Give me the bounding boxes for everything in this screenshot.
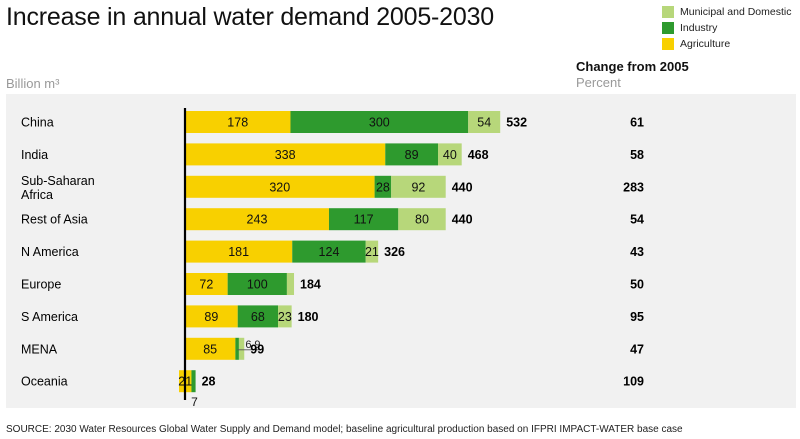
- bar-industry-china: [290, 111, 469, 133]
- data-label-municipal-and-domestic-rest-of-asia: 80: [415, 213, 429, 227]
- data-label-industry-sub-saharan-africa: 28: [376, 180, 390, 194]
- total-label-oceania: 28: [202, 375, 216, 389]
- bar-industry-europe: [227, 273, 287, 295]
- category-label-mena: MENA: [21, 342, 58, 356]
- total-label-india: 468: [468, 148, 489, 162]
- data-label-municipal-mena: 9: [254, 339, 260, 351]
- bar-industry-oceania: [191, 370, 196, 393]
- legend-label-municipal: Municipal and Domestic: [680, 6, 792, 18]
- bar-agriculture-europe: [185, 273, 228, 295]
- change-percent-rest-of-asia: 54: [630, 213, 644, 227]
- bar-agriculture-india: [185, 143, 386, 166]
- category-label-s-america: S America: [21, 310, 78, 324]
- data-label-municipal-and-domestic-india: 40: [443, 148, 457, 162]
- change-percent-oceania: 109: [623, 375, 644, 389]
- data-label-municipal-and-domestic-s-america: 23: [278, 310, 292, 324]
- legend-swatch-agriculture: [662, 38, 674, 50]
- legend-item-agriculture: Agriculture: [662, 36, 791, 52]
- bar-municipal-and-domestic-s-america: [278, 305, 292, 328]
- legend-label-industry: Industry: [680, 22, 718, 34]
- legend-item-industry: Industry: [662, 20, 791, 36]
- bar-agriculture-mena: [185, 337, 236, 360]
- data-label-industry-india: 89: [405, 148, 419, 162]
- bar-industry-india: [385, 143, 438, 166]
- data-label-municipal-and-domestic-n-america: 21: [365, 245, 379, 259]
- legend-swatch-municipal: [662, 6, 674, 18]
- bar-municipal-and-domestic-china: [468, 111, 501, 133]
- total-label-rest-of-asia: 440: [452, 213, 473, 227]
- data-label-agriculture-europe: 72: [199, 278, 213, 292]
- data-label-agriculture-sub-saharan-africa: 320: [269, 180, 290, 194]
- data-label-municipal-and-domestic-china: 54: [477, 116, 491, 130]
- bar-agriculture-china: [185, 111, 291, 133]
- bar-industry-n-america: [292, 240, 366, 263]
- bar-agriculture-rest-of-asia: [185, 208, 329, 231]
- category-label-n-america: N America: [21, 245, 79, 259]
- source-note: SOURCE: 2030 Water Resources Global Wate…: [6, 424, 683, 435]
- change-percent-china: 61: [630, 116, 644, 130]
- total-label-sub-saharan-africa: 440: [452, 180, 473, 194]
- bar-municipal-and-domestic-mena: [238, 337, 245, 360]
- change-percent-s-america: 95: [630, 310, 644, 324]
- legend-swatch-industry: [662, 22, 674, 34]
- bar-agriculture-sub-saharan-africa: [185, 175, 375, 198]
- data-label-agriculture-mena: 85: [203, 342, 217, 356]
- total-label-china: 532: [506, 116, 527, 130]
- data-label-agriculture-india: 338: [275, 148, 296, 162]
- total-label-n-america: 326: [384, 245, 405, 259]
- change-percent-mena: 47: [630, 342, 644, 356]
- change-percent-europe: 50: [630, 278, 644, 292]
- bar-municipal-and-domestic-india: [437, 143, 462, 166]
- bar-industry-s-america: [237, 305, 279, 328]
- category-label-europe: Europe: [21, 278, 61, 292]
- category-label-rest-of-asia: Rest of Asia: [21, 213, 88, 227]
- total-label-mena: 99: [250, 342, 264, 356]
- total-label-s-america: 180: [298, 310, 319, 324]
- bar-municipal-and-domestic-rest-of-asia: [398, 208, 446, 231]
- data-label-industry-mena: 6: [245, 339, 251, 351]
- units-label: Billion m³: [6, 76, 60, 91]
- category-label-china: China: [21, 116, 54, 130]
- chart-title: Increase in annual water demand 2005-203…: [6, 3, 494, 31]
- category-label-india: India: [21, 148, 48, 162]
- change-percent-india: 58: [630, 148, 644, 162]
- data-label-agriculture-n-america: 181: [228, 245, 249, 259]
- data-label-industry-s-america: 68: [251, 310, 265, 324]
- data-label-industry-china: 300: [369, 116, 390, 130]
- bar-agriculture-n-america: [185, 240, 293, 263]
- data-label-agriculture-s-america: 89: [204, 310, 218, 324]
- chart-panel: China 178 300 54 532 61 India 338 89 40 468 58 Sub-S…: [6, 94, 796, 409]
- data-label-agriculture-china: 178: [227, 116, 248, 130]
- bar-industry-sub-saharan-africa: [374, 175, 392, 198]
- bar-agriculture-s-america: [185, 305, 238, 328]
- change-subheader: Percent: [576, 75, 621, 90]
- total-label-europe: 184: [300, 278, 321, 292]
- change-percent-n-america: 43: [630, 245, 644, 259]
- legend-item-municipal: Municipal and Domestic: [662, 4, 791, 20]
- category-label-sub-saharan-africa: Sub-Saharan Africa: [21, 174, 98, 202]
- data-label-industry-oceania: 7: [191, 395, 198, 409]
- bar-municipal-and-domestic-n-america: [365, 240, 379, 263]
- legend-label-agriculture: Agriculture: [680, 38, 731, 50]
- data-label-industry-rest-of-asia: 117: [354, 213, 374, 227]
- data-label-municipal-and-domestic-sub-saharan-africa: 92: [411, 180, 425, 194]
- bar-chart: China 178 300 54 532 61 India 338 89 40 468 58 Sub-S…: [21, 108, 644, 409]
- data-label-industry-europe: 100: [247, 278, 268, 292]
- bar-industry-mena: [235, 337, 239, 360]
- legend: Municipal and Domestic Industry Agricult…: [662, 4, 791, 52]
- change-percent-sub-saharan-africa: 283: [623, 180, 644, 194]
- change-header: Change from 2005: [576, 59, 689, 74]
- category-label-oceania: Oceania: [21, 375, 68, 389]
- bar-municipal-and-domestic-sub-saharan-africa: [391, 175, 446, 198]
- data-label-agriculture-rest-of-asia: 243: [247, 213, 268, 227]
- data-label-industry-n-america: 124: [319, 245, 340, 259]
- bar-industry-rest-of-asia: [328, 208, 399, 231]
- bar-municipal-and-domestic-europe: [286, 273, 295, 295]
